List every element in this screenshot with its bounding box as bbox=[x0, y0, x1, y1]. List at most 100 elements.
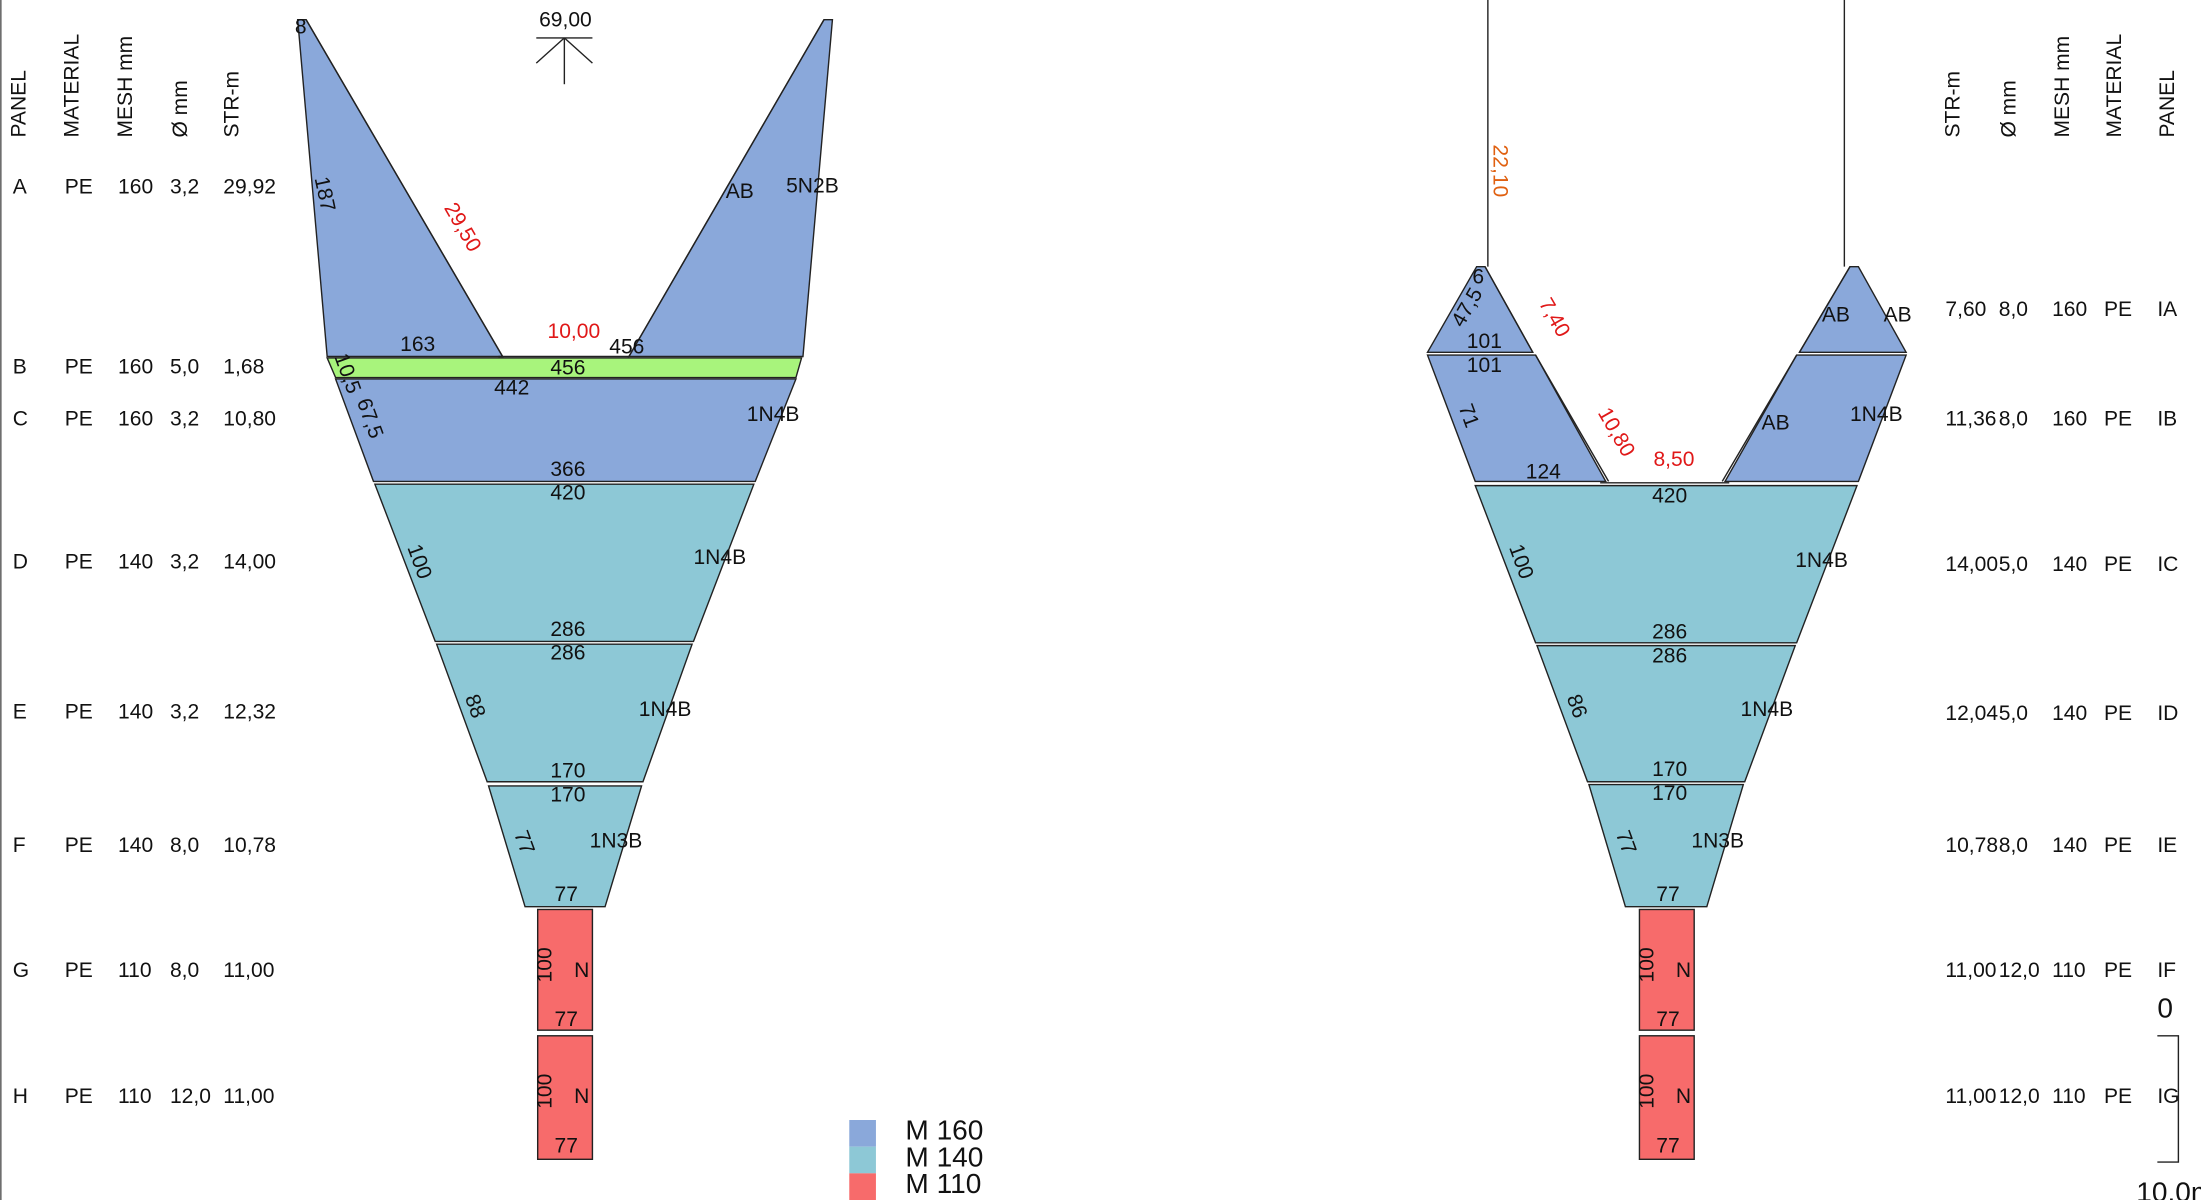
legend-label-m110: M 110 bbox=[905, 1168, 981, 1199]
panel-h bbox=[536, 1035, 594, 1160]
left-table-cell-r0-c4: 29,92 bbox=[223, 176, 276, 199]
left-table-cell-r7-c4: 11,00 bbox=[223, 1085, 274, 1108]
right-net bbox=[1426, 0, 1908, 1160]
label-ib-right-ab: AB bbox=[1762, 411, 1790, 434]
legend-swatch-m160 bbox=[849, 1120, 876, 1147]
right-table-cell-r6-c0: 11,00 bbox=[1945, 1085, 1996, 1108]
right-table-cell-r3-c3: PE bbox=[2104, 702, 2132, 725]
label-a-left-top: 8 bbox=[295, 16, 307, 39]
label-g-bottom: 77 bbox=[555, 1008, 578, 1031]
left-table-cell-r3-c3: 3,2 bbox=[170, 550, 199, 573]
scale-bar: 0 10.0m bbox=[2136, 993, 2201, 1200]
left-table-cell-r2-c4: 10,80 bbox=[223, 407, 276, 430]
panel-if bbox=[1638, 908, 1695, 1031]
panel-e bbox=[435, 643, 694, 783]
left-table-cell-r7-c0: H bbox=[13, 1085, 28, 1108]
panel-ic bbox=[1474, 484, 1859, 644]
left-table-cell-r4-c2: 140 bbox=[118, 701, 153, 724]
right-table-cell-r0-c0: 7,60 bbox=[1945, 298, 1986, 321]
label-id-code: 1N4B bbox=[1740, 698, 1793, 721]
left-table-cell-r3-c4: 14,00 bbox=[223, 550, 276, 573]
right-table-cell-r1-c2: 160 bbox=[2052, 407, 2087, 430]
right-table-cell-r4-c3: PE bbox=[2104, 834, 2132, 857]
left-table-cell-r5-c4: 10,78 bbox=[223, 834, 276, 857]
right-table-cell-r6-c1: 12,0 bbox=[1999, 1085, 2040, 1108]
left-table-cell-r6-c3: 8,0 bbox=[170, 959, 199, 982]
left-table-cell-r3-c2: 140 bbox=[118, 550, 153, 573]
label-h-code: N bbox=[574, 1085, 589, 1108]
label-b-center: 456 bbox=[550, 357, 585, 380]
left-panel-table: PANEL MATERIAL MESH mm Ø mm STR-m A PE 160… bbox=[7, 34, 276, 1108]
right-table-cell-r3-c1: 5,0 bbox=[1999, 702, 2028, 725]
left-header-panel: PANEL bbox=[7, 70, 30, 137]
label-g-code: N bbox=[574, 959, 589, 982]
label-ib-right-code: 1N4B bbox=[1850, 403, 1903, 426]
panel-c bbox=[334, 378, 797, 483]
label-d-top: 420 bbox=[550, 482, 585, 505]
right-table-cell-r5-c1: 12,0 bbox=[1999, 959, 2040, 982]
left-table-cell-r0-c1: PE bbox=[65, 176, 93, 199]
left-table-cell-r3-c0: D bbox=[13, 550, 28, 573]
label-ib-top: 101 bbox=[1467, 354, 1502, 377]
left-table-cell-r7-c3: 12,0 bbox=[170, 1085, 211, 1108]
left-table-cell-r5-c2: 140 bbox=[118, 834, 153, 857]
right-table-cell-r1-c0: 11,36 bbox=[1945, 407, 1996, 430]
right-table-cell-r0-c1: 8,0 bbox=[1999, 298, 2028, 321]
left-table-cell-r6-c4: 11,00 bbox=[223, 959, 274, 982]
left-table-cell-r4-c0: E bbox=[13, 701, 27, 724]
left-table-cell-r4-c3: 3,2 bbox=[170, 701, 199, 724]
label-ia-left-top: 6 bbox=[1472, 266, 1484, 289]
label-ic-code: 1N4B bbox=[1795, 549, 1848, 572]
scale-length-label: 10.0m bbox=[2136, 1176, 2201, 1200]
right-table-cell-r5-c2: 110 bbox=[2052, 959, 2086, 982]
label-if-code: N bbox=[1676, 959, 1691, 982]
right-table-cell-r6-c3: PE bbox=[2104, 1085, 2132, 1108]
dim-top-width: 69,00 bbox=[539, 9, 592, 32]
label-f-code: 1N3B bbox=[590, 830, 643, 853]
right-table-cell-r0-c4: IA bbox=[2157, 298, 2177, 321]
label-e-code: 1N4B bbox=[639, 698, 692, 721]
left-table-cell-r4-c1: PE bbox=[65, 701, 93, 724]
label-c-top: 442 bbox=[494, 376, 529, 399]
label-ia-bottom: 101 bbox=[1467, 330, 1502, 353]
left-table-cell-r1-c4: 1,68 bbox=[223, 355, 264, 378]
right-header-panel: PANEL bbox=[2156, 70, 2179, 137]
panel-b bbox=[326, 357, 803, 379]
label-c-code: 1N4B bbox=[747, 403, 800, 426]
left-table-cell-r1-c2: 160 bbox=[118, 355, 153, 378]
right-panel-table: STR-m Ø mm MESH mm MATERIAL PANEL 7,60 8,… bbox=[1941, 34, 2179, 1108]
label-c-bottom: 366 bbox=[550, 458, 585, 481]
left-header-length: STR-m bbox=[221, 71, 244, 138]
label-g-side: 100 bbox=[534, 947, 557, 982]
label-ic-bottom: 286 bbox=[1652, 621, 1687, 644]
legend-label-m140: M 140 bbox=[905, 1141, 983, 1172]
right-table-cell-r1-c3: PE bbox=[2104, 407, 2132, 430]
label-ib-red-side: 10,80 bbox=[1593, 404, 1639, 461]
left-table-cell-r5-c3: 8,0 bbox=[170, 834, 199, 857]
left-table-cell-r2-c1: PE bbox=[65, 407, 93, 430]
label-ia-red-side: 7,40 bbox=[1534, 294, 1574, 341]
right-table-cell-r2-c2: 140 bbox=[2052, 553, 2087, 576]
panel-id bbox=[1535, 644, 1797, 783]
label-ia-right-ab1: AB bbox=[1822, 303, 1850, 326]
legend-swatch-m110 bbox=[849, 1173, 876, 1200]
label-id-bottom: 170 bbox=[1652, 758, 1687, 781]
label-a-left-bottom: 163 bbox=[400, 333, 435, 356]
right-header-length: STR-m bbox=[1941, 71, 1964, 138]
label-if-bottom: 77 bbox=[1656, 1008, 1679, 1031]
panel-ie bbox=[1587, 783, 1745, 908]
label-a-red-side: 29,50 bbox=[439, 199, 485, 256]
right-table-cell-r6-c2: 110 bbox=[2052, 1085, 2086, 1108]
left-header-diameter: Ø mm bbox=[169, 80, 192, 137]
right-table-cell-r3-c4: ID bbox=[2157, 702, 2178, 725]
panel-ib-left bbox=[1426, 354, 1607, 483]
right-table-cell-r2-c0: 14,00 bbox=[1945, 553, 1998, 576]
label-b-red-top: 10,00 bbox=[548, 320, 601, 343]
left-table-cell-r0-c0: A bbox=[13, 176, 27, 199]
label-id-top: 286 bbox=[1652, 644, 1687, 667]
left-header-mesh: MESH mm bbox=[114, 36, 137, 138]
left-table-cell-r1-c3: 5,0 bbox=[170, 355, 199, 378]
right-header-material: MATERIAL bbox=[2103, 34, 2126, 138]
left-table-cell-r6-c0: G bbox=[13, 959, 29, 982]
